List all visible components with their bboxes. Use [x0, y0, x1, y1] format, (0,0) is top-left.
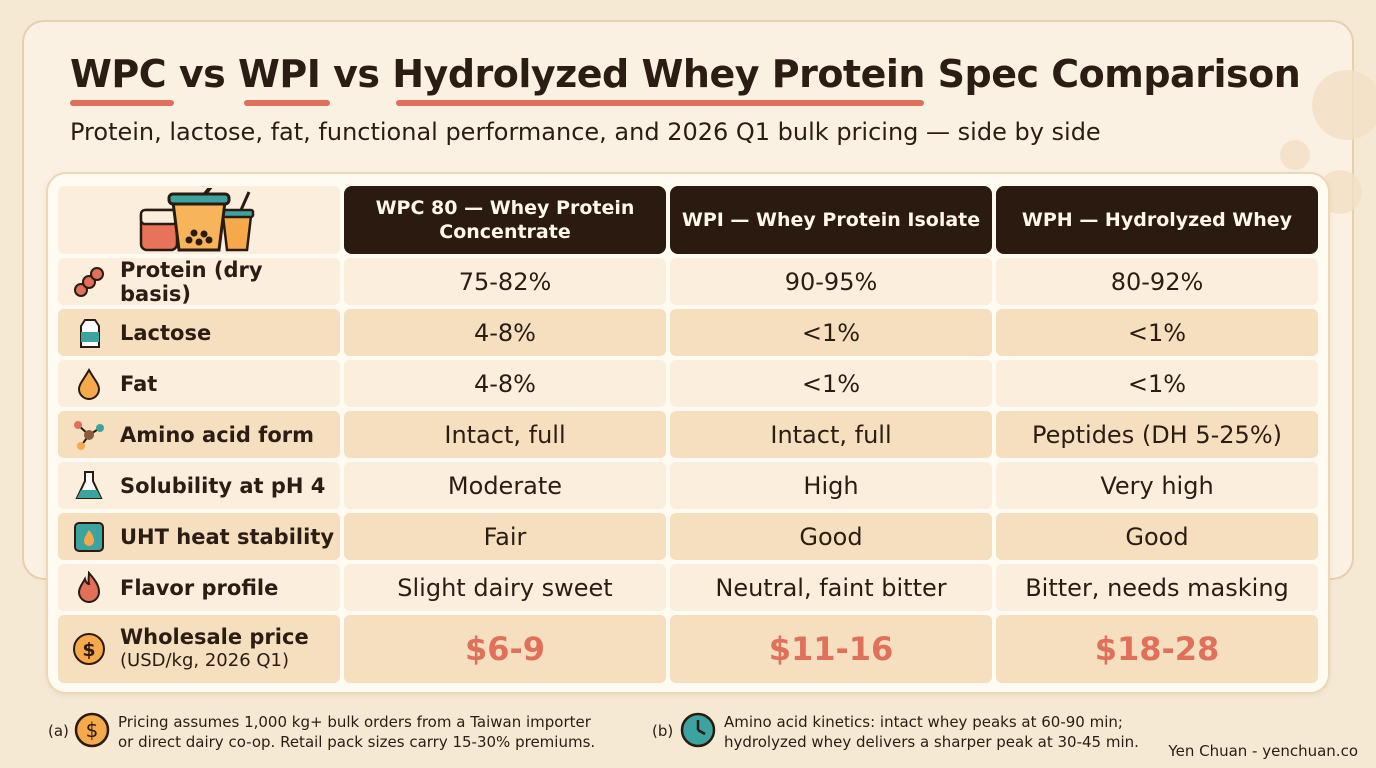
dollar-coin-icon: $ — [72, 632, 106, 666]
header-icon-cell — [58, 186, 340, 254]
row-label-text: Amino acid form — [120, 422, 314, 447]
table-cell: Peptides (DH 5-25%) — [996, 411, 1318, 458]
title-underline — [70, 100, 174, 106]
footnote-a-line2: or direct dairy co-op. Retail pack sizes… — [118, 733, 596, 751]
svg-text:$: $ — [82, 639, 95, 661]
flask-icon — [72, 469, 106, 503]
price-row-label-text: Wholesale price (USD/kg, 2026 Q1) — [120, 625, 309, 673]
footnote-a-line1: Pricing assumes 1,000 kg+ bulk orders fr… — [118, 713, 591, 731]
table-cell: Fair — [344, 513, 666, 560]
price-row-title: Wholesale price — [120, 625, 309, 649]
table-cell: Intact, full — [344, 411, 666, 458]
table-cell: <1% — [670, 309, 992, 356]
footnote-b-line1: Amino acid kinetics: intact whey peaks a… — [724, 713, 1123, 731]
table-cell: 4-8% — [344, 360, 666, 407]
price-cell: $6-9 — [344, 615, 666, 683]
page-title: WPC vs WPI vs Hydrolyzed Whey Protein Sp… — [70, 52, 1301, 96]
title-underline — [396, 100, 924, 106]
table-cell: <1% — [670, 360, 992, 407]
bubble-tea-icon — [139, 188, 255, 252]
table-cell: Neutral, faint bitter — [670, 564, 992, 611]
row-label: Flavor profile — [58, 564, 340, 611]
row-label: UHT heat stability — [58, 513, 340, 560]
row-label-text: Protein (dry basis) — [120, 257, 263, 306]
title-underline — [244, 100, 330, 106]
footnote-tag-b: (b) — [652, 722, 674, 740]
footnote-b: Amino acid kinetics: intact whey peaks a… — [724, 712, 1139, 752]
table-cell: 4-8% — [344, 309, 666, 356]
table-cell: Slight dairy sweet — [344, 564, 666, 611]
row-label: Lactose — [58, 309, 340, 356]
table-cell: 75-82% — [344, 258, 666, 305]
oil-drop-icon — [72, 367, 106, 401]
row-label-text: Flavor profile — [120, 575, 279, 600]
footnote-a: Pricing assumes 1,000 kg+ bulk orders fr… — [118, 712, 595, 752]
heat-box-icon — [72, 520, 106, 554]
protein-chain-icon — [72, 265, 106, 299]
footnote-tag-a: (a) — [48, 722, 69, 740]
comparison-table: WPC 80 — Whey Protein Concentrate WPI — … — [46, 172, 1330, 694]
table-cell: Bitter, needs masking — [996, 564, 1318, 611]
price-row-unit: (USD/kg, 2026 Q1) — [120, 650, 290, 671]
table-cell: Good — [670, 513, 992, 560]
table-cell: 80-92% — [996, 258, 1318, 305]
table-cell: Good — [996, 513, 1318, 560]
row-label: Amino acid form — [58, 411, 340, 458]
footnote-b-line2: hydrolyzed whey delivers a sharper peak … — [724, 733, 1139, 751]
table-cell: Very high — [996, 462, 1318, 509]
decor-bubble — [1312, 70, 1376, 140]
row-label: Protein (dry basis) — [58, 257, 340, 306]
price-row-label: $ Wholesale price (USD/kg, 2026 Q1) — [58, 615, 340, 683]
milk-carton-icon — [72, 316, 106, 350]
table-cell: High — [670, 462, 992, 509]
table-cell: 90-95% — [670, 258, 992, 305]
table-cell: Moderate — [344, 462, 666, 509]
row-label-text: UHT heat stability — [120, 524, 335, 549]
table-cell: Intact, full — [670, 411, 992, 458]
column-header-wph: WPH — Hydrolyzed Whey — [996, 186, 1318, 254]
row-label: Fat — [58, 360, 340, 407]
row-label-text: Solubility at pH 4 — [120, 473, 326, 498]
table-cell: <1% — [996, 360, 1318, 407]
credit: Yen Chuan - yenchuan.co — [1168, 742, 1358, 760]
column-header-wpi: WPI — Whey Protein Isolate — [670, 186, 992, 254]
svg-text:$: $ — [86, 718, 99, 742]
row-label-text: Lactose — [120, 320, 212, 345]
row-label: Solubility at pH 4 — [58, 462, 340, 509]
flame-icon — [72, 569, 106, 605]
decor-bubble — [1280, 140, 1310, 170]
page-subtitle: Protein, lactose, fat, functional perfor… — [70, 118, 1101, 146]
dollar-coin-icon: $ — [74, 712, 110, 748]
clock-icon — [680, 712, 716, 748]
table-cell: <1% — [996, 309, 1318, 356]
price-cell: $11-16 — [670, 615, 992, 683]
column-header-wpc: WPC 80 — Whey Protein Concentrate — [344, 186, 666, 254]
row-label-text: Fat — [120, 371, 158, 396]
price-cell: $18-28 — [996, 615, 1318, 683]
molecule-icon — [72, 418, 106, 452]
